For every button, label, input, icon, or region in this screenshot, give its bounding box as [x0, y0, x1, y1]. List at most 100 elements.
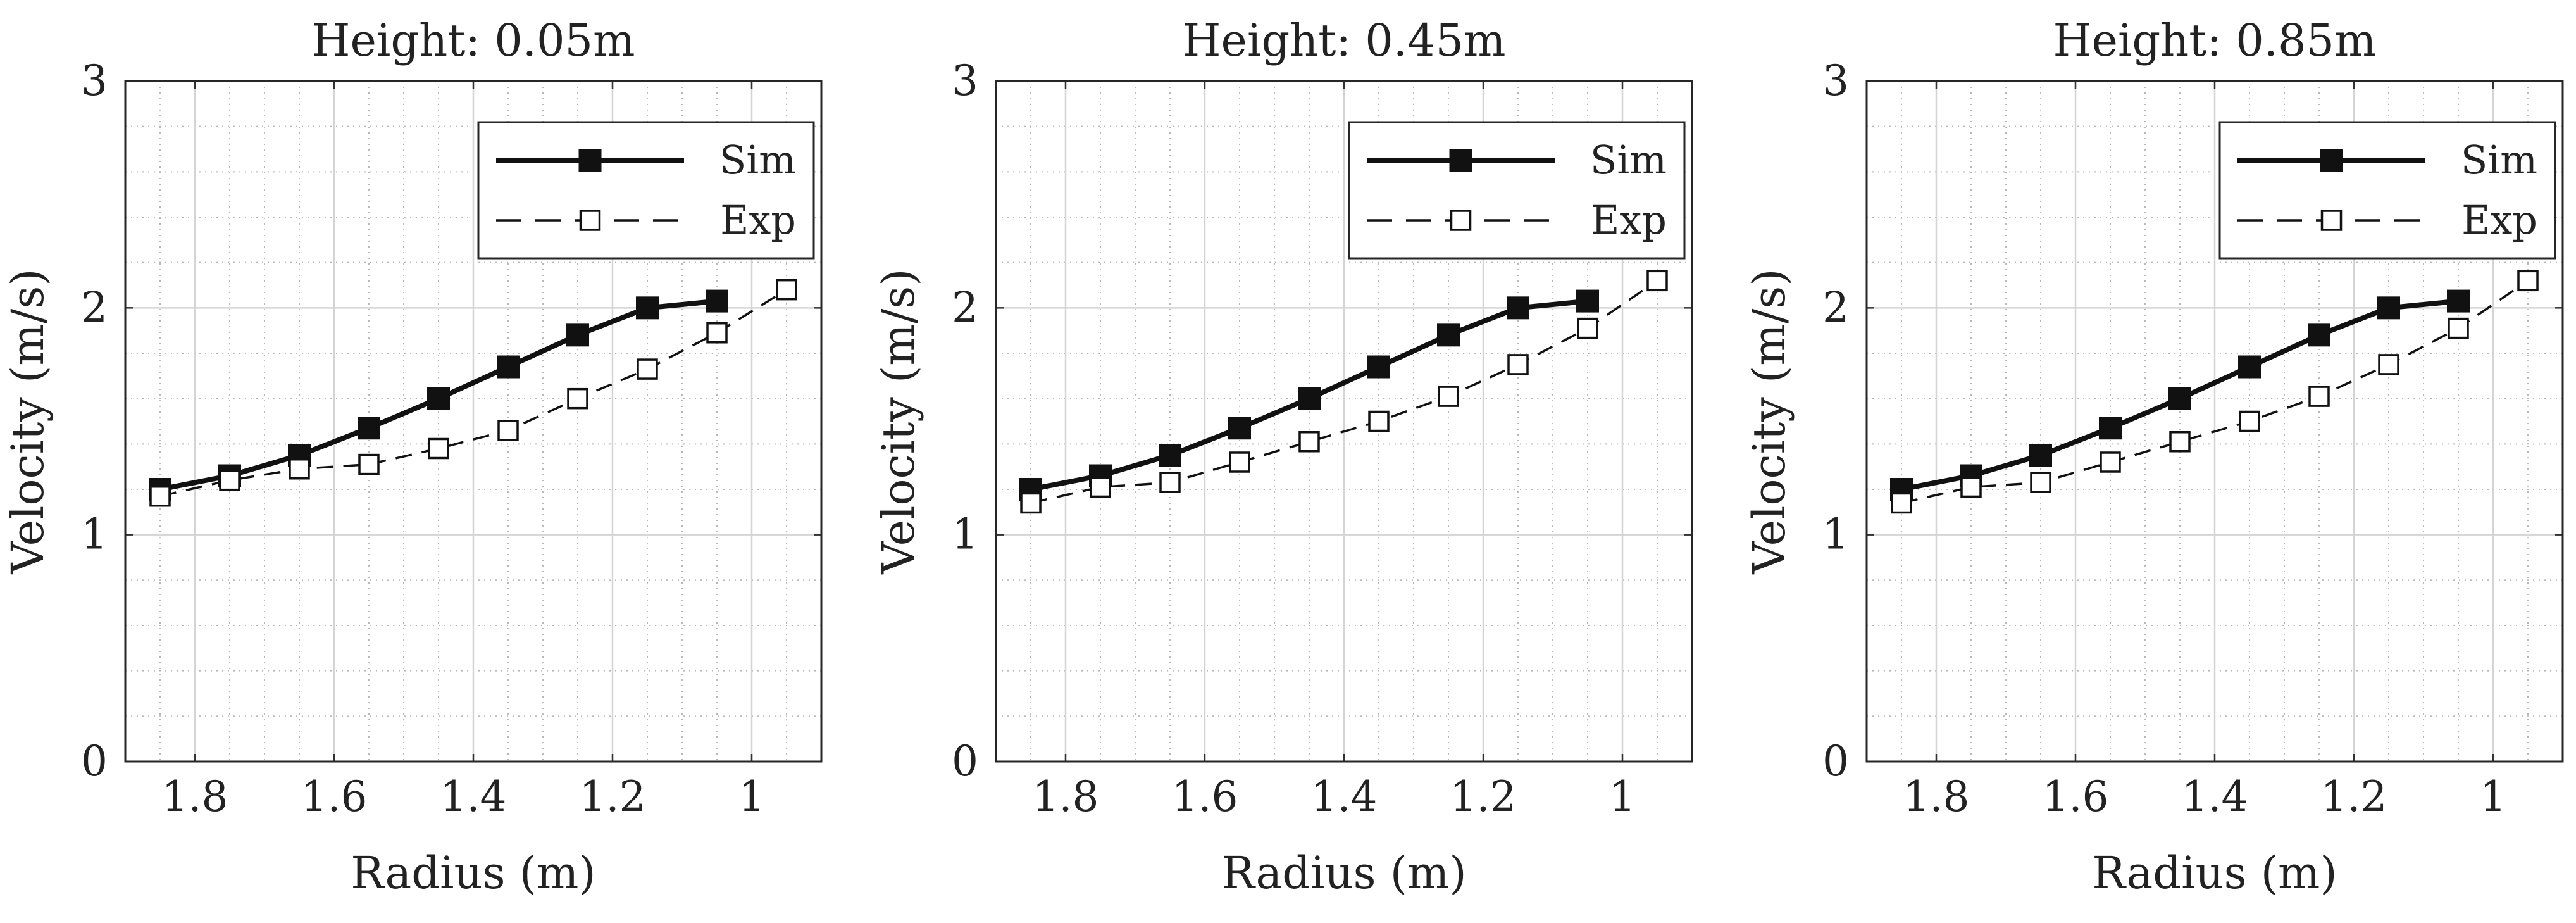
data-point-sim [1576, 289, 1599, 313]
data-point-exp [358, 453, 380, 475]
data-point-exp [1960, 476, 1982, 498]
data-point-sim [2308, 323, 2330, 347]
data-point-sim [706, 289, 728, 313]
data-point-exp [1159, 472, 1181, 493]
x-axis-label: Radius (m) [2092, 847, 2337, 899]
x-axis-label: Radius (m) [351, 847, 596, 899]
x-tick-label: 1.8 [162, 772, 228, 821]
legend-marker-exp [579, 210, 601, 231]
data-point-sim [566, 323, 589, 347]
data-point-sim [2029, 444, 2052, 467]
data-point-exp [637, 358, 658, 380]
data-point-sim [2238, 355, 2261, 379]
data-point-sim [497, 355, 520, 379]
data-point-sim [1228, 417, 1251, 440]
legend-label-sim: Sim [2461, 137, 2537, 183]
x-tick-label: 1.2 [2321, 772, 2387, 821]
y-axis-label: Velocity (m/s) [873, 268, 924, 574]
legend: Sim Exp [2218, 121, 2556, 260]
data-point-sim [1159, 444, 1181, 467]
series-line-exp [1030, 279, 1658, 505]
data-point-exp [2030, 472, 2051, 493]
chart-panel-2: 1.8 1.6 1.4 1.2 1 0 1 2 3 Height: 0.45m Radius (m)… [873, 15, 1693, 899]
data-point-exp [776, 279, 797, 301]
legend: Sim Exp [1348, 121, 1686, 260]
data-point-exp [1229, 451, 1250, 473]
data-point-exp [1507, 354, 1529, 375]
data-point-exp [2378, 354, 2399, 375]
data-point-sim [1367, 355, 1390, 379]
data-point-exp [2517, 270, 2539, 292]
legend-label-sim: Sim [719, 137, 796, 183]
y-tick-label: 1 [952, 510, 978, 559]
data-point-exp [1891, 492, 1912, 514]
legend-box [477, 121, 815, 260]
x-tick-label: 1.6 [2043, 772, 2109, 821]
legend-label-sim: Sim [1590, 137, 1667, 183]
chart-panel-3: 1.8 1.6 1.4 1.2 1 0 1 2 3 Height: 0.85m Radius (m)… [1743, 15, 2564, 899]
x-tick-label: 1.6 [1172, 772, 1238, 821]
x-tick-label: 1.4 [440, 772, 507, 821]
data-point-sim [2447, 289, 2470, 313]
legend-marker-sim [578, 149, 602, 172]
legend-label-exp: Exp [720, 197, 796, 243]
y-tick-label: 2 [81, 283, 108, 332]
y-tick-label: 1 [81, 510, 108, 559]
data-point-sim [2168, 387, 2191, 410]
x-tick-label: 1.8 [1903, 772, 1970, 821]
legend-marker-sim [1449, 149, 1472, 172]
legend-box [1348, 121, 1686, 260]
data-point-exp [1368, 410, 1390, 432]
data-point-exp [1020, 492, 1042, 514]
data-point-exp [2448, 317, 2469, 339]
data-point-sim [1507, 296, 1529, 320]
legend-marker-exp [1450, 210, 1472, 231]
legend-label-exp: Exp [1591, 197, 1667, 243]
data-point-exp [289, 458, 310, 480]
y-tick-label: 3 [81, 56, 108, 105]
data-point-exp [1646, 270, 1668, 292]
y-tick-label: 0 [81, 737, 108, 786]
y-axis-label: Velocity (m/s) [2, 268, 54, 574]
data-point-exp [2169, 431, 2191, 453]
series-exp [1891, 270, 2539, 514]
series-line-exp [159, 289, 787, 498]
data-point-sim [2377, 296, 2400, 320]
legend: Sim Exp [477, 121, 815, 260]
chart-panel-1: 1.8 1.6 1.4 1.2 1 0 1 2 3 Height: 0.05m Radius (m)… [2, 15, 823, 899]
legend-marker-exp [2320, 210, 2343, 231]
axes-frame [124, 80, 823, 763]
data-point-sim [427, 387, 450, 410]
x-tick-label: 1.4 [1311, 772, 1378, 821]
x-tick-label: 1.6 [301, 772, 368, 821]
x-tick-label: 1.8 [1033, 772, 1099, 821]
data-point-exp [706, 322, 728, 344]
series-exp [1020, 270, 1668, 514]
y-tick-label: 3 [1822, 56, 1849, 105]
x-tick-label: 1 [2480, 772, 2506, 821]
series-exp [149, 279, 797, 507]
data-point-sim [636, 296, 659, 320]
y-tick-label: 1 [1822, 510, 1849, 559]
x-tick-label: 1 [1609, 772, 1636, 821]
data-point-sim [358, 417, 380, 440]
chart-title: Height: 0.45m [1183, 15, 1506, 66]
y-axis-label: Velocity (m/s) [1743, 268, 1795, 574]
chart-title: Height: 0.05m [312, 15, 635, 66]
series-line-exp [1901, 279, 2529, 505]
data-point-sim [2099, 417, 2122, 440]
data-point-exp [149, 486, 171, 507]
y-tick-label: 0 [1822, 737, 1849, 786]
y-tick-label: 2 [1822, 283, 1849, 332]
data-point-exp [1438, 386, 1459, 407]
x-tick-label: 1 [738, 772, 765, 821]
chart-title: Height: 0.85m [2053, 15, 2377, 66]
data-point-exp [2239, 410, 2260, 432]
axes-frame [995, 80, 1693, 763]
data-point-exp [2100, 451, 2121, 473]
x-tick-label: 1.2 [580, 772, 646, 821]
data-point-exp [1298, 431, 1320, 453]
legend-label-exp: Exp [2461, 197, 2537, 243]
